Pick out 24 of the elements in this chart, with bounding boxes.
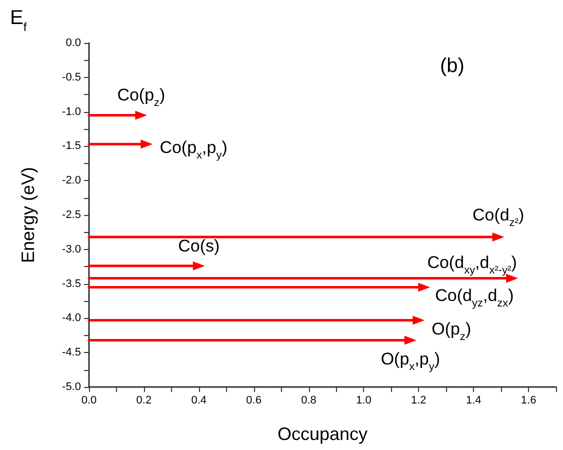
series-label: Co(s) bbox=[178, 236, 220, 256]
x-tick-label: 1.6 bbox=[520, 394, 536, 406]
x-tick-label: 1.4 bbox=[466, 394, 482, 406]
x-tick-label: 0.0 bbox=[81, 394, 97, 406]
x-tick-label: 0.4 bbox=[191, 394, 207, 406]
x-tick-label: 1.0 bbox=[356, 394, 372, 406]
y-tick-label: -3.5 bbox=[62, 278, 81, 290]
y-tick-label: -2.0 bbox=[62, 174, 81, 187]
x-tick-label: 1.2 bbox=[411, 394, 426, 406]
y-axis-title: Energy (eV) bbox=[18, 166, 38, 264]
annotation: (b) bbox=[440, 55, 464, 77]
y-tick-label: -4.0 bbox=[62, 312, 81, 324]
y-tick-label: -3.0 bbox=[62, 243, 81, 256]
x-tick-label: 0.6 bbox=[246, 394, 262, 406]
y-tick-label: -2.5 bbox=[62, 209, 81, 221]
y-tick-label: -5.0 bbox=[62, 381, 81, 393]
y-tick-label: -1.0 bbox=[62, 106, 81, 118]
y-tick-label: -1.5 bbox=[62, 140, 81, 152]
x-axis-title: Occupancy bbox=[277, 424, 368, 444]
y-tick-label: -4.5 bbox=[62, 346, 81, 359]
x-tick-label: 0.2 bbox=[136, 394, 152, 406]
y-tick-label: 0.0 bbox=[66, 37, 81, 49]
y-tick-label: -0.5 bbox=[62, 71, 81, 84]
x-tick-label: 0.8 bbox=[301, 394, 316, 406]
